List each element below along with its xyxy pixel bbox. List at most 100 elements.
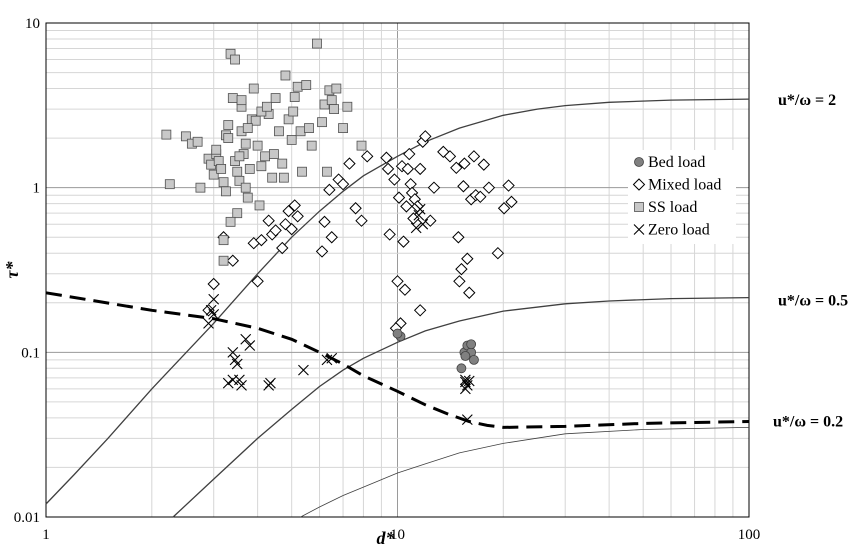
ss-load-point	[161, 129, 172, 140]
mixed-load-point	[497, 202, 511, 215]
mixed-load-point	[453, 275, 466, 288]
ss-load-point	[317, 117, 327, 128]
zero-load-point	[463, 375, 475, 387]
ss-load-point	[223, 133, 234, 143]
mixed-load-point	[463, 286, 476, 299]
ss-load-point	[256, 161, 267, 172]
ss-load-point	[280, 70, 291, 81]
ss-load-point	[326, 95, 337, 106]
ss-load-point	[244, 164, 255, 174]
mixed-load-point	[450, 161, 463, 175]
mixed-load-point	[255, 233, 268, 247]
legend-label-bed-load: Bed load	[648, 154, 705, 171]
ss-load-point	[267, 172, 278, 183]
legend-label-zero-load: Zero load	[648, 222, 710, 239]
zero-load-point	[459, 374, 471, 386]
threshold-dashed-curve	[45, 291, 750, 429]
mixed-load-point	[380, 151, 393, 164]
mixed-load-point	[461, 252, 474, 265]
mixed-load-point	[424, 214, 437, 227]
mixed-load-point	[458, 157, 471, 170]
mixed-load-point	[457, 180, 470, 193]
ss-load-point	[234, 175, 245, 186]
legend-marker-shape	[632, 178, 646, 191]
zero-load-point	[203, 317, 214, 329]
zero-load-point	[298, 364, 309, 376]
bed-load-point	[456, 363, 467, 374]
zero-load-point	[208, 293, 220, 305]
mixed-load-point	[407, 212, 420, 225]
mixed-load-point	[452, 231, 465, 244]
curve-label-u-omega-0-5: u*/ω = 0.5	[778, 293, 848, 310]
ss-load-point	[218, 235, 229, 246]
zero-load-point	[459, 383, 471, 395]
mixed-load-point	[318, 215, 331, 229]
mixed-load-point	[401, 162, 415, 176]
ss-load-point	[356, 140, 367, 151]
mixed-load-point	[381, 162, 395, 176]
bed-load-point	[460, 351, 471, 361]
ss-load-point	[234, 151, 245, 162]
mixed-load-point	[502, 179, 515, 192]
legend: Bed load Mixed load SS load Zero load	[628, 150, 736, 244]
ss-load-point	[232, 208, 243, 219]
mixed-load-point	[467, 150, 481, 163]
zero-load-point	[265, 377, 276, 389]
mixed-load-point	[251, 275, 264, 288]
mixed-load-point	[336, 177, 350, 191]
ss-load-point	[274, 126, 284, 137]
ss-load-point	[304, 123, 314, 134]
y-tick-label: 0.1	[21, 345, 40, 361]
mixed-load-point	[226, 254, 240, 267]
zero-load-point	[234, 374, 245, 386]
ss-load-point	[331, 83, 342, 94]
ss-load-point	[342, 101, 353, 112]
curve-label-u-omega-0-2: u*/ω = 0.2	[773, 413, 843, 430]
ss-load-point	[218, 255, 229, 266]
mixed-load-point	[413, 162, 427, 176]
ss-load-point	[216, 164, 227, 174]
legend-label-mixed-load: Mixed load	[648, 177, 721, 194]
legend-label-ss-load: SS load	[648, 199, 697, 216]
grid	[45, 23, 749, 518]
ss-load-point	[288, 106, 299, 117]
zero-load-point	[244, 340, 256, 351]
zero-load-point	[410, 222, 422, 234]
ss-load-point	[301, 80, 312, 90]
curve-label-u-omega-2: u*/ω = 2	[778, 92, 836, 109]
legend-background	[628, 150, 736, 244]
ss-load-point	[242, 123, 253, 134]
ss-load-point	[306, 140, 317, 151]
zero-load-point	[461, 414, 473, 426]
ss-load-point	[180, 131, 191, 142]
mixed-load-point	[392, 191, 406, 204]
ss-load-point	[225, 216, 236, 227]
legend-marker-shape	[634, 202, 644, 212]
ss-load-point	[292, 81, 303, 92]
ss-load-point	[260, 151, 270, 162]
ss-load-point	[192, 136, 203, 147]
ss-load-point	[297, 166, 307, 177]
ss-load-point	[278, 172, 289, 183]
ss-load-point	[338, 123, 348, 134]
legend-marker-ss-load	[634, 202, 644, 212]
mixed-load-point	[397, 235, 410, 248]
mixed-load-point	[383, 228, 396, 241]
ss-load-point	[208, 169, 219, 180]
mixed-load-point	[388, 173, 401, 186]
y-tick-label: 0.01	[14, 510, 40, 526]
zero-load-point	[222, 377, 234, 389]
mixed-load-point	[262, 214, 275, 227]
mixed-load-point	[443, 150, 457, 163]
ss-load-point	[242, 192, 253, 203]
mixed-load-point	[343, 157, 356, 170]
u-omega-curve-0	[45, 98, 750, 505]
mixed-load-point	[291, 210, 304, 223]
ss-load-point	[240, 138, 251, 149]
legend-marker-mixed-load	[632, 178, 646, 191]
ss-load-point	[295, 126, 306, 137]
mixed-load-point	[360, 150, 374, 163]
x-tick-label: 100	[738, 527, 761, 543]
ss-load-point	[268, 149, 279, 159]
